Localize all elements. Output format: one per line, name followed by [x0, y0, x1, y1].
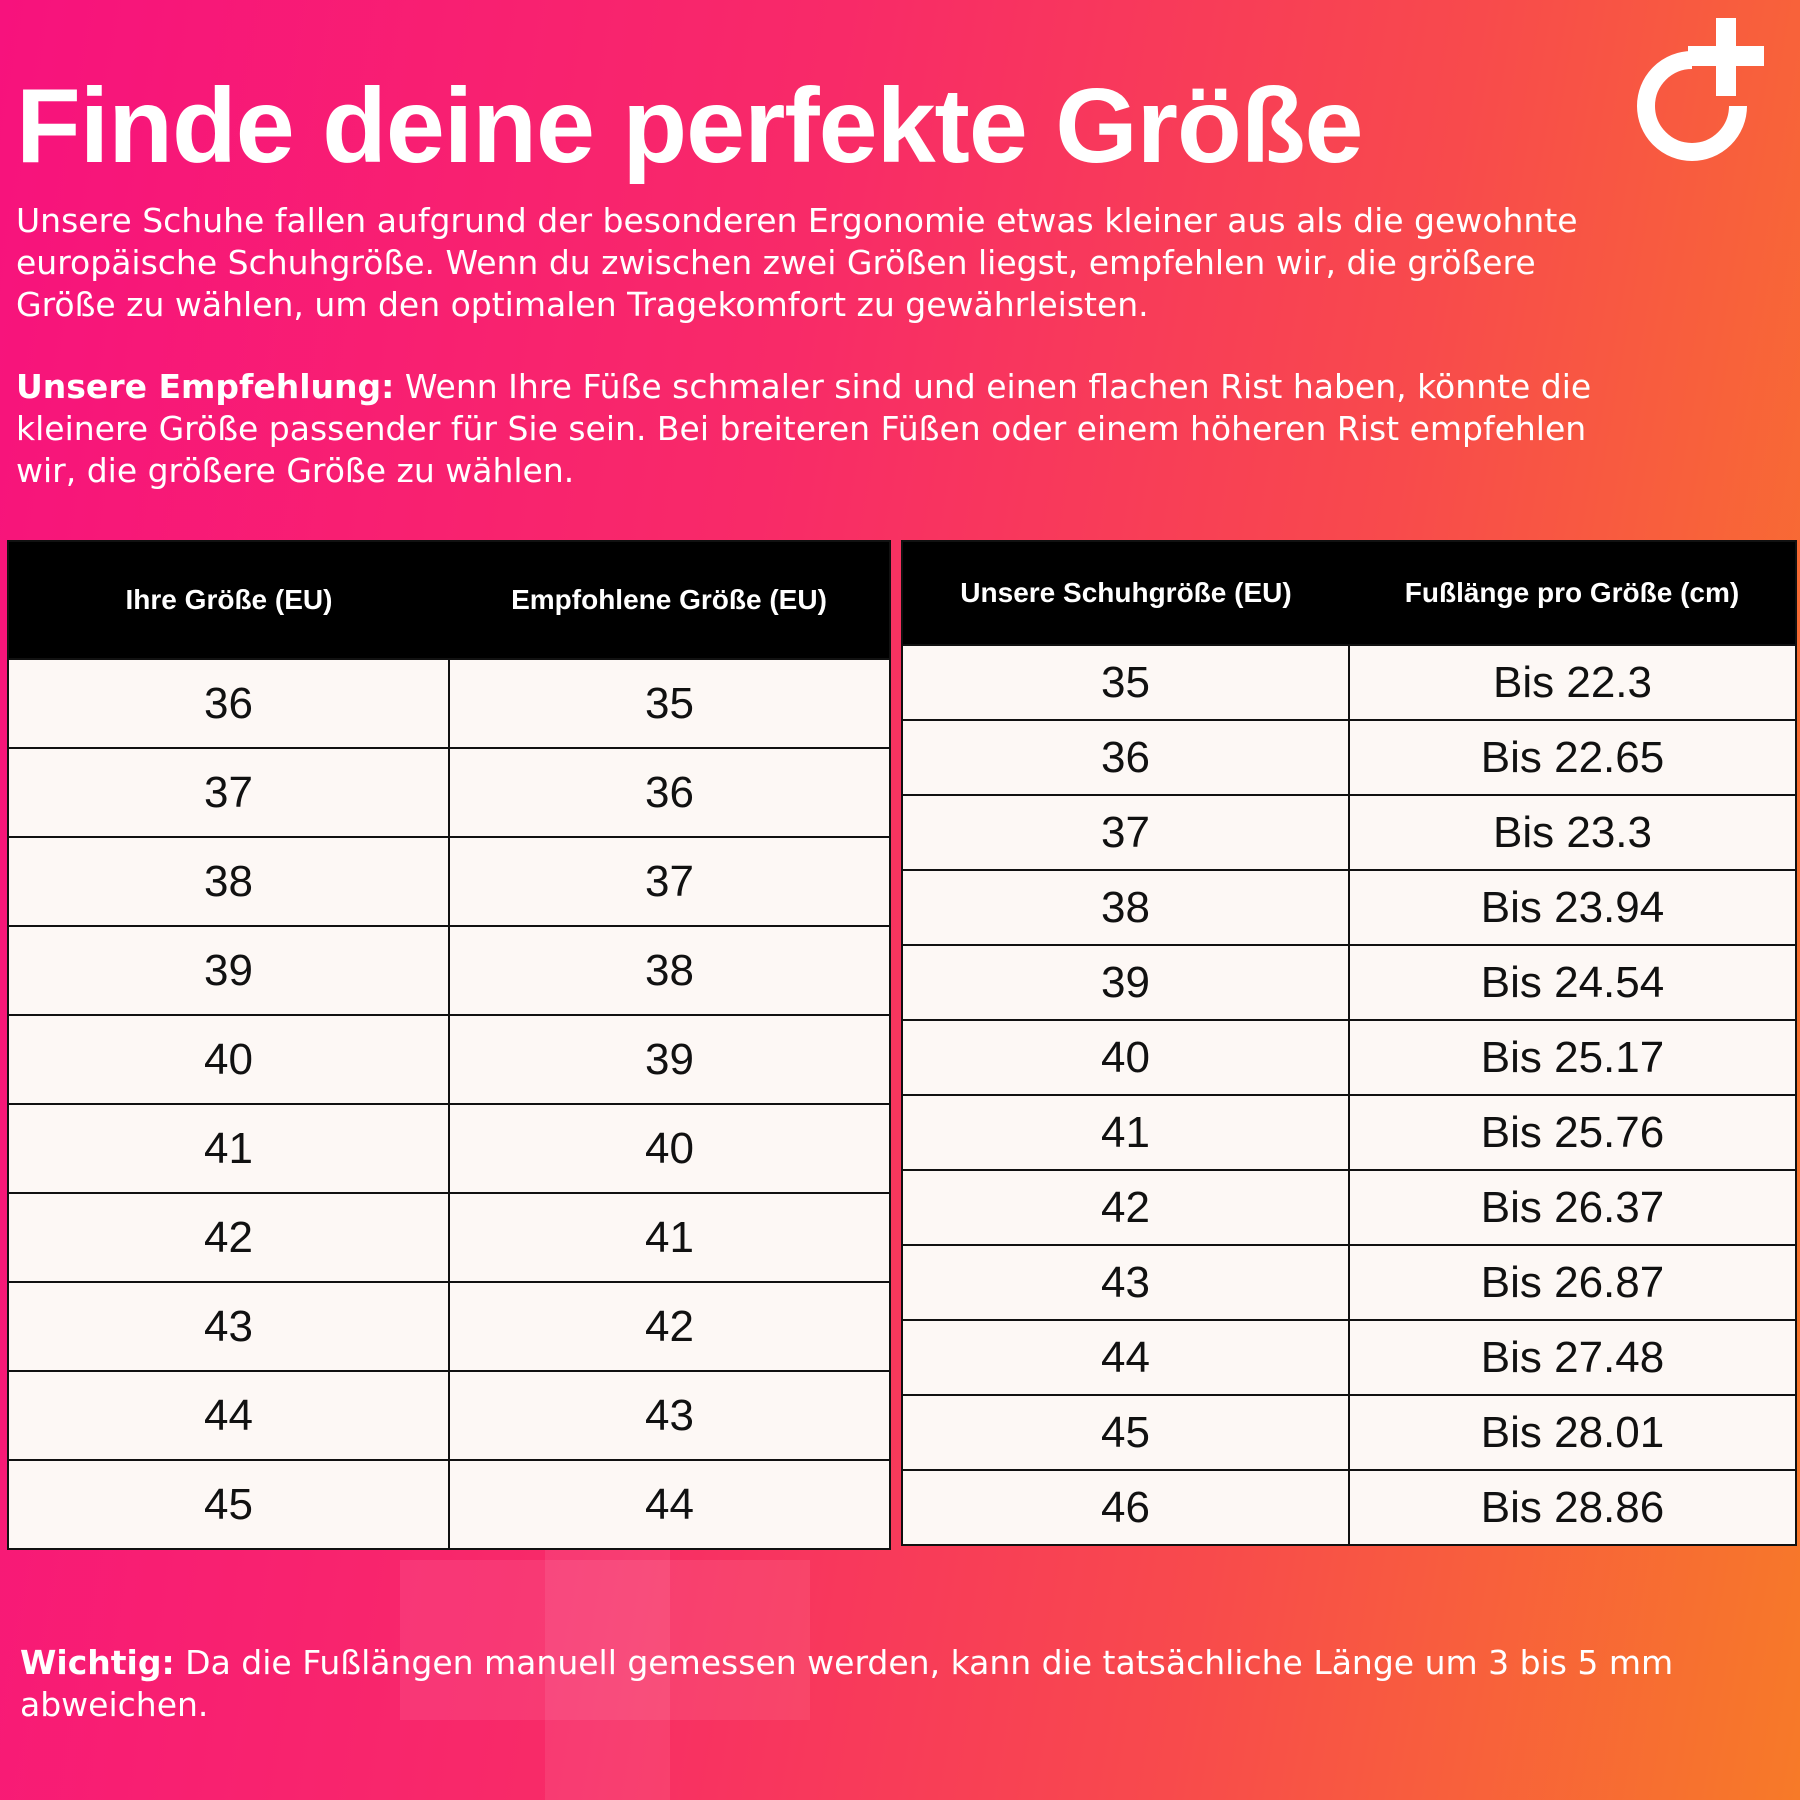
table-cell: Bis 28.86 — [1348, 1469, 1797, 1546]
circle-plus-logo-icon — [1637, 18, 1764, 161]
table-cell: 45 — [901, 1394, 1350, 1471]
recommendation-text: Unsere Empfehlung: Wenn Ihre Füße schmal… — [16, 366, 1591, 492]
table-cell: 36 — [901, 719, 1350, 796]
table-row: 44 43 — [7, 1370, 891, 1461]
table-cell: 37 — [7, 747, 450, 838]
table-cell: 44 — [448, 1459, 891, 1550]
watermark-bar — [545, 1540, 670, 1800]
intro-line: Unsere Schuhe fallen aufgrund der besond… — [16, 201, 1578, 240]
size-conversion-table: Ihre Größe (EU) Empfohlene Größe (EU) 36… — [7, 540, 891, 1550]
table-row: 41 40 — [7, 1103, 891, 1194]
recommendation-line: wir, die größere Größe zu wählen. — [16, 451, 575, 490]
table-row: 35 Bis 22.3 — [901, 644, 1797, 721]
table-cell: 41 — [7, 1103, 450, 1194]
intro-text: Unsere Schuhe fallen aufgrund der besond… — [16, 200, 1578, 326]
table-cell: 36 — [7, 658, 450, 749]
page-title: Finde deine perfekte Größe — [16, 67, 1363, 185]
table-cell: Bis 26.37 — [1348, 1169, 1797, 1246]
column-header: Ihre Größe (EU) — [8, 541, 449, 659]
table-cell: 38 — [448, 925, 891, 1016]
table-row: 45 44 — [7, 1459, 891, 1550]
table-cell: Bis 25.76 — [1348, 1094, 1797, 1171]
note-line: Da die Fußlängen manuell gemessen werden… — [174, 1643, 1674, 1682]
note-line: abweichen. — [20, 1685, 209, 1724]
table-cell: 38 — [901, 869, 1350, 946]
table-cell: 43 — [7, 1281, 450, 1372]
table-row: 42 Bis 26.37 — [901, 1169, 1797, 1246]
table-row: 39 Bis 24.54 — [901, 944, 1797, 1021]
table-cell: 40 — [901, 1019, 1350, 1096]
table-row: 36 Bis 22.65 — [901, 719, 1797, 796]
table-row: 43 Bis 26.87 — [901, 1244, 1797, 1321]
table-cell: Bis 28.01 — [1348, 1394, 1797, 1471]
column-header: Unsere Schuhgröße (EU) — [902, 541, 1349, 645]
table-cell: 42 — [901, 1169, 1350, 1246]
table-cell: Bis 22.65 — [1348, 719, 1797, 796]
table-row: 43 42 — [7, 1281, 891, 1372]
table-row: 38 37 — [7, 836, 891, 927]
table-cell: 36 — [448, 747, 891, 838]
intro-line: europäische Schuhgröße. Wenn du zwischen… — [16, 243, 1536, 282]
table-row: 41 Bis 25.76 — [901, 1094, 1797, 1171]
table-cell: 37 — [901, 794, 1350, 871]
table-cell: Bis 23.3 — [1348, 794, 1797, 871]
table-cell: 42 — [448, 1281, 891, 1372]
table-cell: 41 — [901, 1094, 1350, 1171]
table-cell: 39 — [448, 1014, 891, 1105]
table-row: 37 Bis 23.3 — [901, 794, 1797, 871]
table-cell: Bis 26.87 — [1348, 1244, 1797, 1321]
table-row: 36 35 — [7, 658, 891, 749]
table-cell: 35 — [901, 644, 1350, 721]
table-cell: 35 — [448, 658, 891, 749]
table-row: 45 Bis 28.01 — [901, 1394, 1797, 1471]
watermark-bar — [400, 1560, 810, 1720]
table-cell: Bis 27.48 — [1348, 1319, 1797, 1396]
table-cell: Bis 25.17 — [1348, 1019, 1797, 1096]
recommendation-label: Unsere Empfehlung: — [16, 367, 395, 406]
column-header: Fußlänge pro Größe (cm) — [1349, 541, 1796, 645]
note-label: Wichtig: — [20, 1643, 175, 1682]
table-cell: 39 — [901, 944, 1350, 1021]
table-row: 37 36 — [7, 747, 891, 838]
table-cell: 45 — [7, 1459, 450, 1550]
table-cell: 44 — [901, 1319, 1350, 1396]
table-cell: 39 — [7, 925, 450, 1016]
table-row: 40 Bis 25.17 — [901, 1019, 1797, 1096]
table-row: 44 Bis 27.48 — [901, 1319, 1797, 1396]
table-cell: 42 — [7, 1192, 450, 1283]
recommendation-line: Wenn Ihre Füße schmaler sind und einen f… — [394, 367, 1592, 406]
table-cell: Bis 24.54 — [1348, 944, 1797, 1021]
table-cell: 46 — [901, 1469, 1350, 1546]
recommendation-line: kleinere Größe passender für Sie sein. B… — [16, 409, 1587, 448]
intro-line: Größe zu wählen, um den optimalen Tragek… — [16, 285, 1149, 324]
table-cell: 43 — [448, 1370, 891, 1461]
table-cell: 40 — [448, 1103, 891, 1194]
table-row: 39 38 — [7, 925, 891, 1016]
foot-length-table: Unsere Schuhgröße (EU) Fußlänge pro Größ… — [901, 540, 1797, 1546]
table-cell: 37 — [448, 836, 891, 927]
table-cell: Bis 23.94 — [1348, 869, 1797, 946]
table-row: 38 Bis 23.94 — [901, 869, 1797, 946]
column-header: Empfohlene Größe (EU) — [449, 541, 890, 659]
table-row: 46 Bis 28.86 — [901, 1469, 1797, 1546]
important-note: Wichtig: Da die Fußlängen manuell gemess… — [20, 1642, 1673, 1726]
table-cell: 38 — [7, 836, 450, 927]
table-row: 40 39 — [7, 1014, 891, 1105]
table-cell: 41 — [448, 1192, 891, 1283]
table-cell: 40 — [7, 1014, 450, 1105]
table-row: 42 41 — [7, 1192, 891, 1283]
table-cell: 43 — [901, 1244, 1350, 1321]
table-cell: 44 — [7, 1370, 450, 1461]
table-cell: Bis 22.3 — [1348, 644, 1797, 721]
